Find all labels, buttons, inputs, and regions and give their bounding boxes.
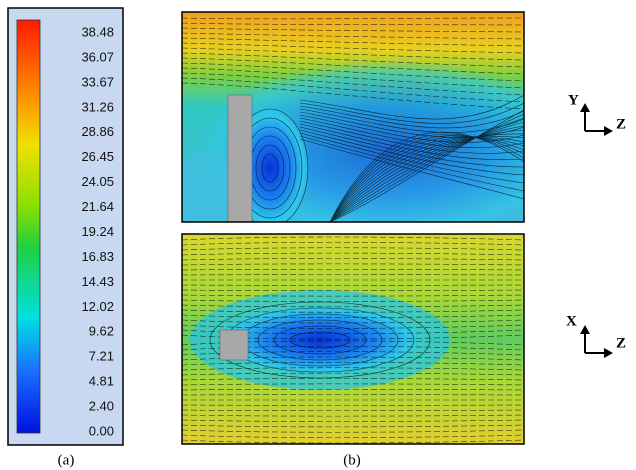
colorbar-label: 9.62 <box>89 324 114 339</box>
colorbar-label: 28.86 <box>81 124 114 139</box>
colorbar-label: 31.26 <box>81 99 114 114</box>
obstacle <box>220 330 248 360</box>
flow-image-top <box>182 234 524 444</box>
axis-letter: Z <box>616 335 626 351</box>
colorbar-label: 7.21 <box>89 349 114 364</box>
colorbar-label: 26.45 <box>81 149 114 164</box>
colorbar-label: 33.67 <box>81 74 114 89</box>
axis-letter: Y <box>568 92 579 108</box>
colorbar-label: 0.00 <box>89 423 114 438</box>
axis-indicator: X Z <box>566 313 626 358</box>
colorbar-gradient <box>17 20 40 433</box>
colorbar-label: 24.05 <box>81 174 114 189</box>
obstacle <box>228 95 252 222</box>
colorbar-label: 4.81 <box>89 374 114 389</box>
axis-letter: Z <box>616 116 626 132</box>
colorbar-label: 21.64 <box>81 199 114 214</box>
colorbar-label: 12.02 <box>81 299 114 314</box>
colorbar-label: 14.43 <box>81 274 114 289</box>
caption: (a) <box>58 452 75 468</box>
colorbar-label: 38.48 <box>81 24 114 39</box>
axis-indicator: Y Z <box>568 92 626 136</box>
figure-canvas: 38.48 36.07 33.67 31.26 28.86 26.45 24.05 21.64… <box>0 0 636 470</box>
colorbar-label: 16.83 <box>81 249 114 264</box>
colorbar-label: 36.07 <box>81 49 114 64</box>
colorbar-label: 19.24 <box>81 224 114 239</box>
colorbar-label: 2.40 <box>89 399 114 414</box>
flow-image-side <box>175 12 590 240</box>
axis-letter: X <box>566 313 577 329</box>
figure: 38.48 36.07 33.67 31.26 28.86 26.45 24.05 21.64… <box>0 0 636 470</box>
caption: (b) <box>343 452 361 468</box>
